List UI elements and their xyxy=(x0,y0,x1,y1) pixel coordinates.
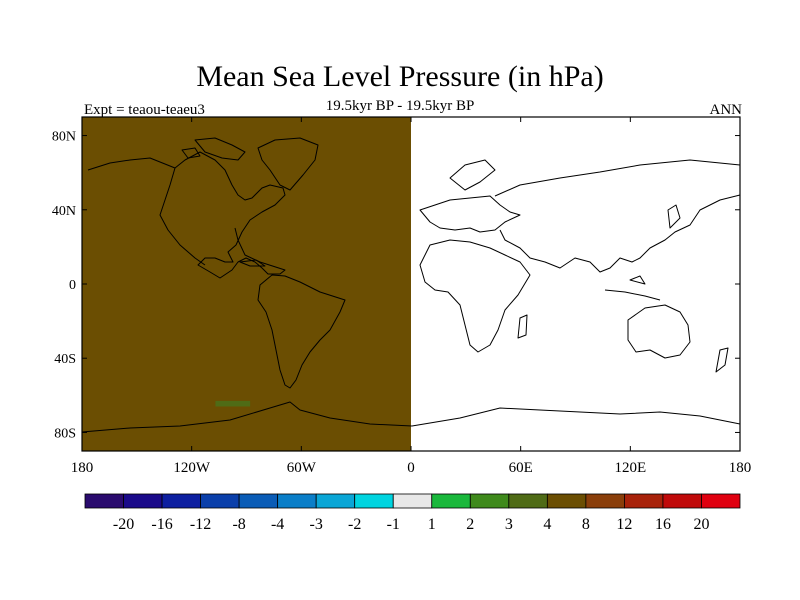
x-tick-label: 60E xyxy=(509,460,533,476)
colorbar-label: -20 xyxy=(113,516,134,533)
coastline-north-america xyxy=(87,151,286,279)
field-region-0 xyxy=(82,117,411,451)
colorbar-swatch xyxy=(508,493,548,509)
field-region-2 xyxy=(215,400,251,407)
coastline-antarctica xyxy=(81,401,741,433)
x-tick-label: 180 xyxy=(71,460,94,476)
coastline-north-america-west xyxy=(159,167,206,266)
colorbar-swatch xyxy=(315,493,356,509)
colorbar-label: -2 xyxy=(348,516,361,533)
subtitle: 19.5kyr BP - 19.5kyr BP xyxy=(325,98,475,114)
colorbar-swatch xyxy=(392,493,433,509)
colorbar-swatch xyxy=(238,493,279,509)
colorbar-swatch xyxy=(662,493,702,509)
y-tick-label: 40S xyxy=(54,352,76,367)
colorbar-swatch xyxy=(123,493,163,509)
colorbar-swatch xyxy=(546,493,587,509)
coastline-africa xyxy=(419,239,531,353)
coastline-new-zealand xyxy=(715,347,729,373)
x-tick-label: 180 xyxy=(729,460,752,476)
colorbar-swatch xyxy=(84,493,124,509)
page-title: Mean Sea Level Pressure (in hPa) xyxy=(196,60,604,93)
coastline-japan xyxy=(667,204,681,229)
colorbar-swatch xyxy=(469,493,510,509)
x-tick-label: 60W xyxy=(287,460,317,476)
colorbar-swatch xyxy=(277,493,317,509)
colorbar-label: 4 xyxy=(543,516,551,533)
colorbar-label: 16 xyxy=(655,516,671,533)
coastline-indonesia xyxy=(604,275,661,301)
colorbar-label: 8 xyxy=(582,516,590,533)
coastline-south-america xyxy=(257,274,346,389)
colorbar: -20 -16 -12 -8 -4 -3 -2 -1 1 2 3 4 8 12 16 20 xyxy=(84,493,741,533)
y-tick-label: 80S xyxy=(54,426,76,441)
coastline-scandinavia xyxy=(449,159,496,191)
x-tick-label: 120E xyxy=(614,460,646,476)
colorbar-swatch xyxy=(701,493,741,509)
coastline-madagascar xyxy=(517,314,528,339)
colorbar-label: 12 xyxy=(616,516,632,533)
coastline-greenland xyxy=(257,137,319,191)
colorbar-label: -12 xyxy=(190,516,211,533)
field-layer xyxy=(82,117,740,451)
map-frame xyxy=(81,116,741,452)
colorbar-label: -3 xyxy=(310,516,323,533)
colorbar-swatch xyxy=(431,493,471,509)
y-tick-label: 0 xyxy=(69,278,76,293)
colorbar-swatch xyxy=(200,493,240,509)
colorbar-label: 2 xyxy=(466,516,474,533)
colorbar-label: 1 xyxy=(428,516,436,533)
coastline-caribbean xyxy=(239,259,266,267)
field-region-1 xyxy=(411,117,740,451)
colorbar-label: -16 xyxy=(151,516,172,533)
coastline-arctic-islands xyxy=(194,137,246,161)
x-tick-label: 120W xyxy=(173,460,211,476)
x-axis-ticks: 180 120W 60W 0 60E 120E 180 xyxy=(71,117,752,476)
y-axis-ticks: 80N 40N 0 40S 80S xyxy=(52,130,740,441)
colorbar-swatch xyxy=(161,493,201,509)
colorbar-label: 20 xyxy=(693,516,709,533)
coastline-australia xyxy=(627,304,691,359)
colorbar-label: 3 xyxy=(505,516,513,533)
coastline-asia xyxy=(494,159,741,273)
colorbar-swatch xyxy=(624,493,664,509)
season-label: ANN xyxy=(709,102,743,118)
coastline-europe xyxy=(419,195,521,233)
coastlines xyxy=(81,137,741,433)
colorbar-swatch xyxy=(585,493,625,509)
x-tick-label: 0 xyxy=(407,460,415,476)
y-tick-label: 40N xyxy=(52,204,76,219)
colorbar-swatch xyxy=(354,493,394,509)
colorbar-label: -4 xyxy=(271,516,284,533)
colorbar-label: -1 xyxy=(387,516,400,533)
colorbar-label: -8 xyxy=(232,516,245,533)
experiment-label: Expt = teaou-teaeu3 xyxy=(84,102,205,118)
y-tick-label: 80N xyxy=(52,130,76,145)
